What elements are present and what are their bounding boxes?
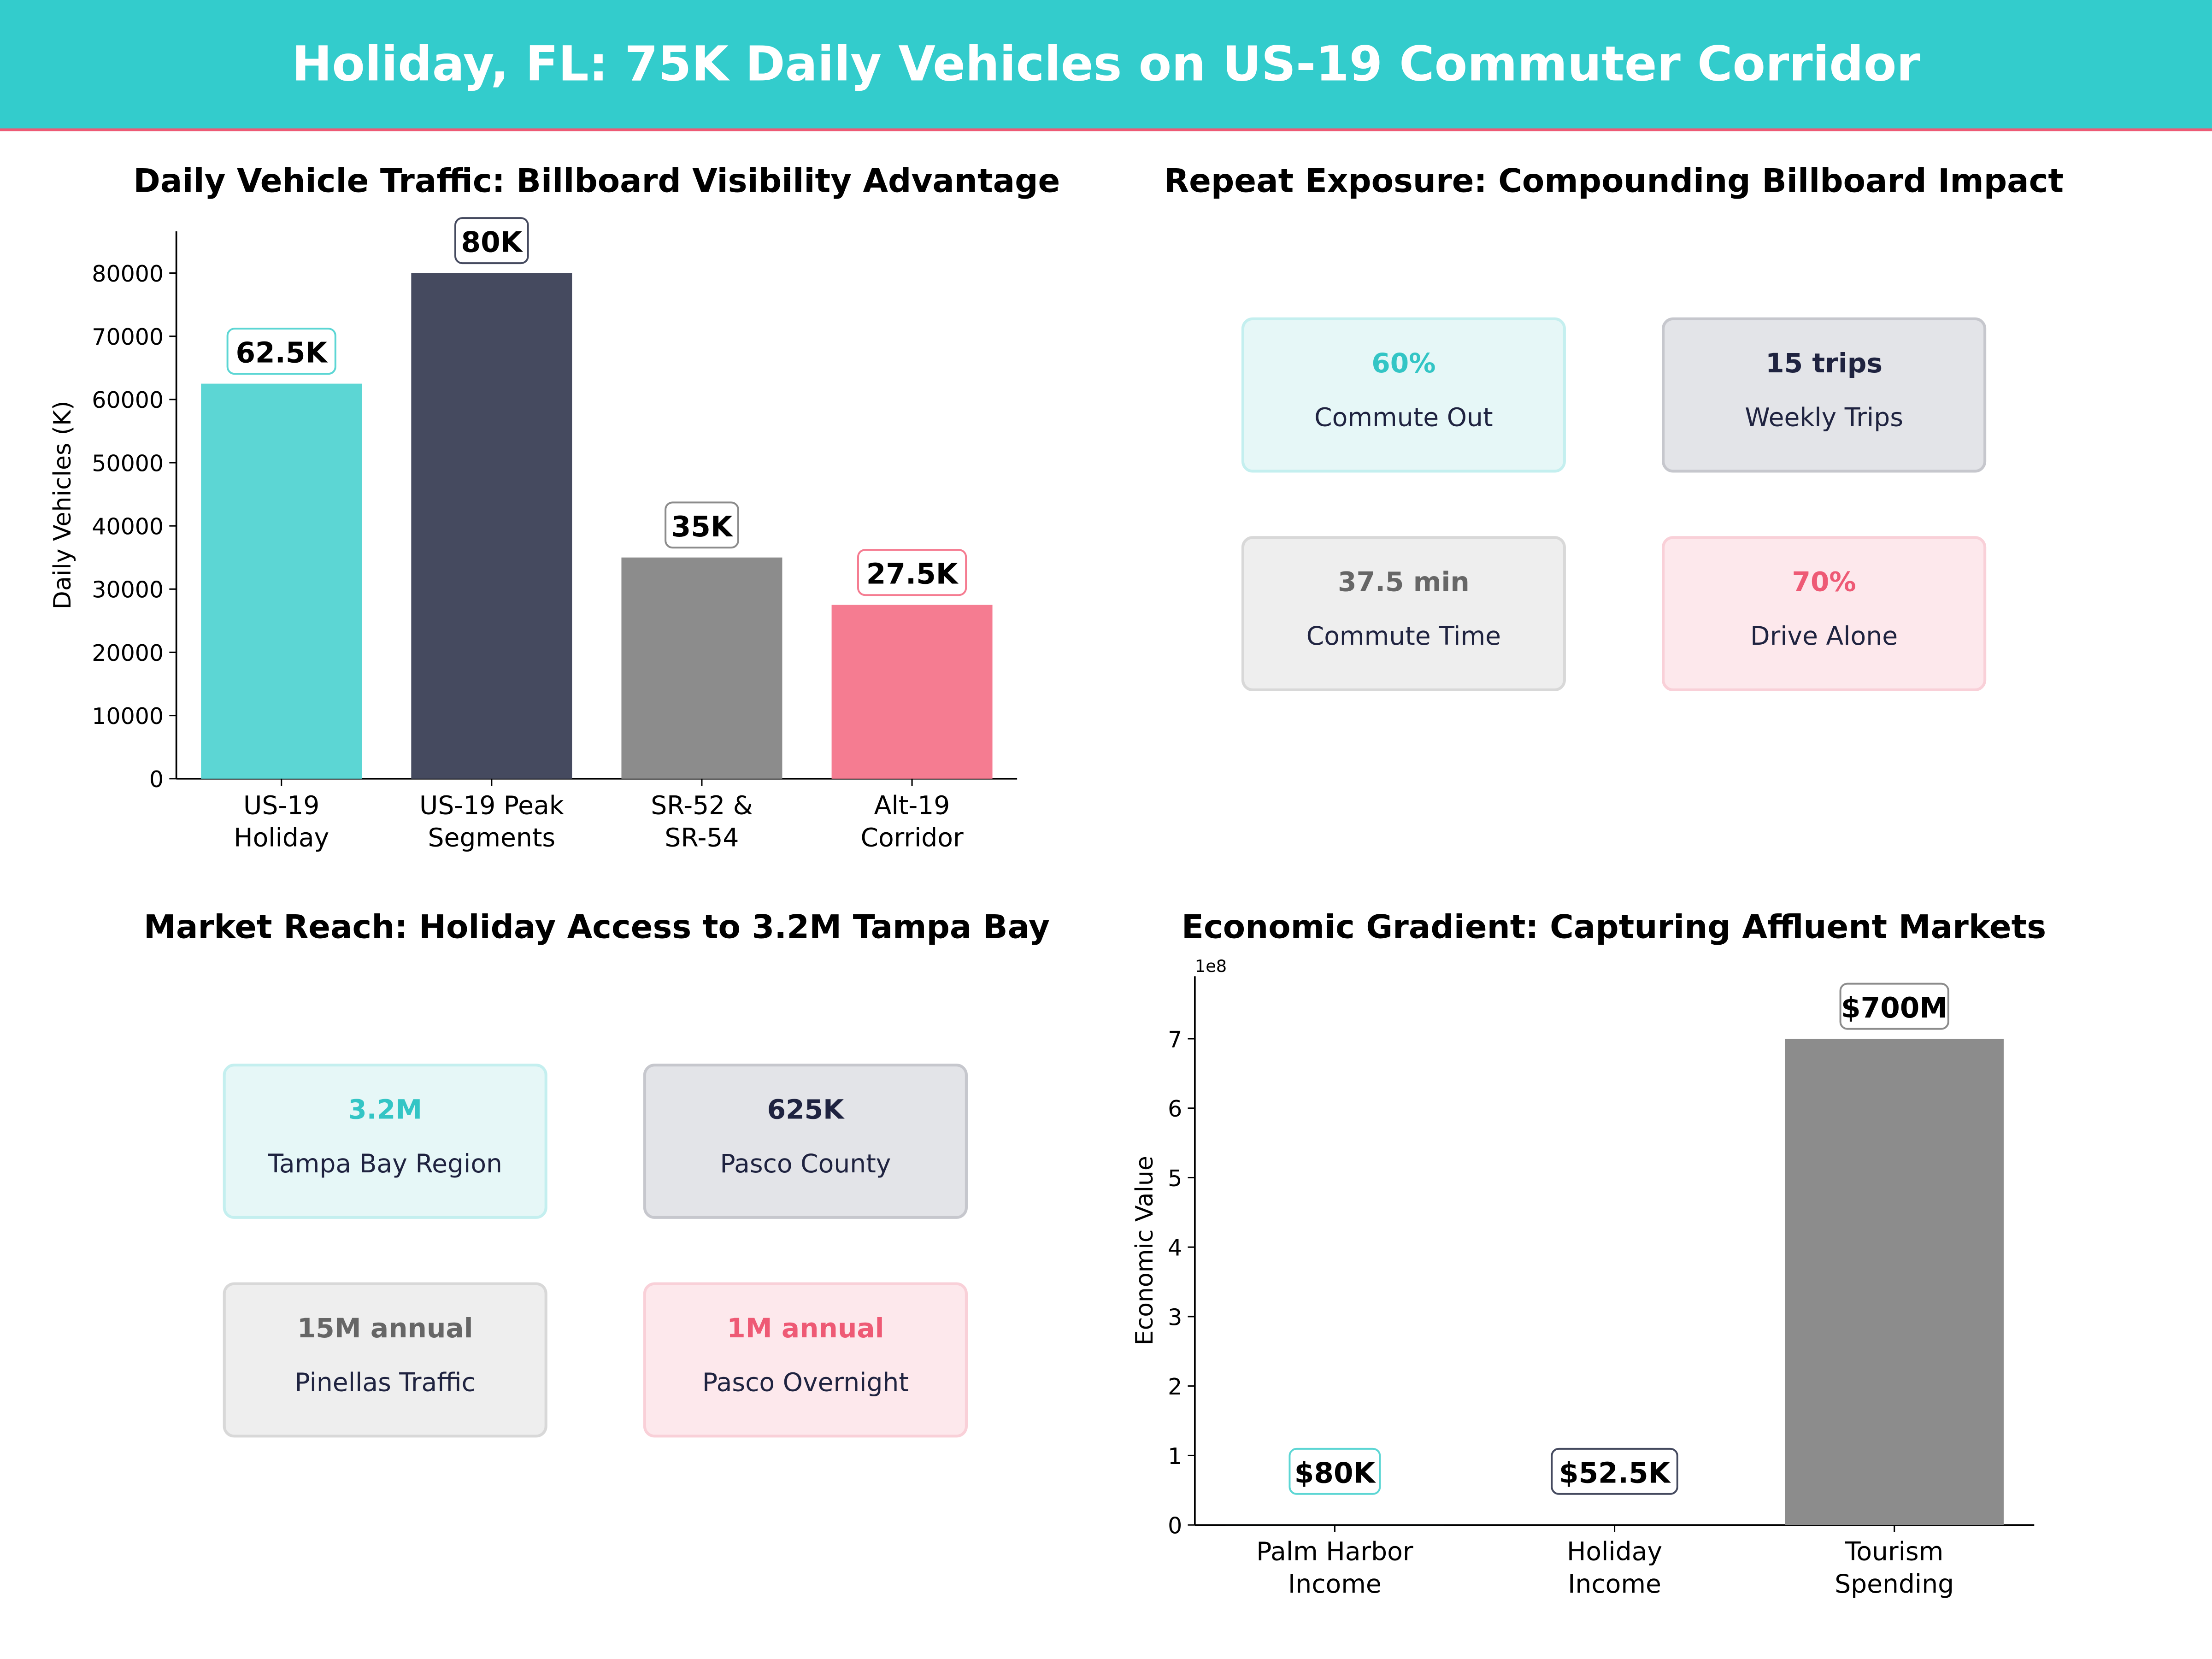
data-label: $52.5K (1559, 1457, 1671, 1489)
y-tick-label: 40000 (92, 514, 164, 540)
header-banner: Holiday, FL: 75K Daily Vehicles on US-19… (0, 0, 2212, 131)
metric-label: Pasco Overnight (702, 1368, 909, 1398)
traffic-chart-title: Daily Vehicle Traffic: Billboard Visibil… (133, 164, 1060, 200)
bar (411, 273, 572, 779)
x-tick-label: Income (1288, 1569, 1382, 1599)
data-label-box (1288, 1447, 1381, 1495)
x-tick-label: Spending (1835, 1569, 1954, 1599)
x-tick-label: SR-52 & (651, 790, 753, 820)
x-tick-label: US-19 (243, 790, 319, 820)
y-tick-label: 1 (1168, 1443, 1182, 1470)
y-tick-label: 7 (1168, 1026, 1182, 1053)
data-label-box (454, 217, 529, 265)
x-tick-label: Holiday (1567, 1537, 1662, 1566)
y-tick-label: 30000 (92, 577, 164, 603)
metric-label: Tampa Bay Region (268, 1149, 502, 1180)
y-tick-label: 20000 (92, 640, 164, 666)
metric-value: 37.5 min (1338, 567, 1470, 598)
x-tick-label: Holiday (234, 823, 329, 853)
y-tick-label: 70000 (92, 324, 164, 350)
y-tick-label: 3 (1168, 1304, 1182, 1330)
metric-value: 70% (1792, 567, 1856, 598)
metric-card: 15M annual Pinellas Traffic (223, 1282, 547, 1438)
y-tick-label: 60000 (92, 387, 164, 413)
metric-label: Weekly Trips (1745, 403, 1903, 433)
metric-value: 1M annual (727, 1313, 884, 1345)
x-tick-label: Palm Harbor (1256, 1537, 1413, 1566)
metric-card: 3.2M Tampa Bay Region (223, 1064, 547, 1219)
data-label: 35K (671, 511, 734, 543)
metric-value: 60% (1371, 348, 1436, 380)
data-label-box (1551, 1447, 1678, 1495)
y-axis-label: Daily Vehicles (K) (49, 401, 76, 610)
data-label: 80K (461, 226, 524, 259)
x-tick-label: Alt-19 (874, 790, 950, 820)
axis-offset-text: 1e8 (1195, 956, 1227, 976)
metric-label: Pinellas Traffic (294, 1368, 476, 1398)
x-tick-label: SR-54 (665, 823, 739, 853)
x-tick-label: Corridor (860, 823, 963, 853)
y-tick-label: 6 (1168, 1096, 1182, 1122)
data-label-box (226, 328, 336, 375)
y-tick-label: 0 (149, 766, 164, 793)
metric-label: Commute Time (1306, 622, 1501, 652)
y-axis-label: Economic Value (1131, 1156, 1159, 1345)
reach-panel-title: Market Reach: Holiday Access to 3.2M Tam… (143, 910, 1050, 947)
exposure-panel-title: Repeat Exposure: Compounding Billboard I… (1164, 164, 2064, 200)
data-label: 27.5K (866, 558, 959, 591)
metric-value: 625K (767, 1094, 844, 1126)
metric-card: 1M annual Pasco Overnight (643, 1282, 968, 1438)
data-label-box (665, 501, 739, 549)
metric-label: Pasco County (720, 1149, 891, 1180)
bar (831, 605, 993, 779)
economic-chart-title: Economic Gradient: Capturing Affluent Ma… (1181, 910, 2047, 947)
y-tick-label: 5 (1168, 1165, 1182, 1192)
metric-value: 3.2M (348, 1094, 423, 1126)
y-tick-label: 2 (1168, 1374, 1182, 1400)
x-tick-label: Income (1568, 1569, 1661, 1599)
y-tick-label: 10000 (92, 703, 164, 729)
data-label: 62.5K (235, 337, 328, 370)
y-tick-label: 50000 (92, 450, 164, 477)
x-tick-label: Segments (428, 823, 556, 853)
data-label-box (1839, 982, 1949, 1030)
metric-label: Commute Out (1314, 403, 1493, 433)
data-label: $80K (1294, 1457, 1377, 1489)
data-label-box (857, 549, 967, 596)
metric-card: 15 trips Weekly Trips (1662, 317, 1987, 473)
metric-card: 37.5 min Commute Time (1241, 536, 1566, 691)
metric-value: 15M annual (297, 1313, 473, 1345)
x-tick-label: Tourism (1845, 1537, 1943, 1566)
y-tick-label: 4 (1168, 1235, 1182, 1261)
bar (1785, 1039, 2004, 1525)
metric-card: 70% Drive Alone (1662, 536, 1987, 691)
metric-label: Drive Alone (1750, 622, 1898, 652)
data-label: $700M (1841, 992, 1947, 1024)
bar (621, 557, 782, 779)
x-tick-label: US-19 Peak (419, 790, 564, 820)
bar (201, 383, 362, 779)
y-tick-label: 80000 (92, 261, 164, 287)
metric-value: 15 trips (1765, 348, 1883, 380)
metric-card: 625K Pasco County (643, 1064, 968, 1219)
page-title: Holiday, FL: 75K Daily Vehicles on US-19… (292, 36, 1920, 93)
y-tick-label: 0 (1168, 1513, 1182, 1539)
metric-card: 60% Commute Out (1241, 317, 1566, 473)
